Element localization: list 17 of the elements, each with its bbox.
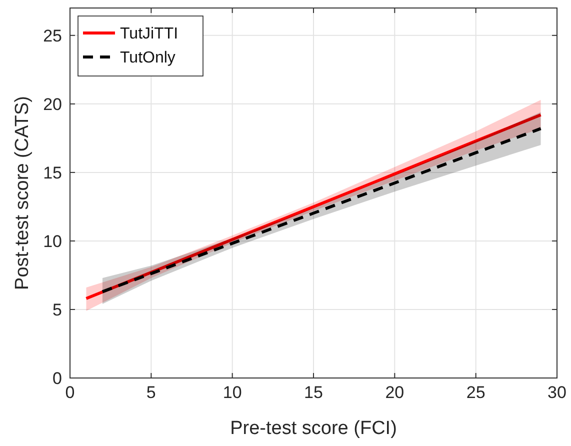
- legend-label: TutJiTTI: [120, 26, 178, 43]
- y-tick-label: 15: [43, 163, 62, 182]
- legend-label: TutOnly: [120, 50, 176, 67]
- x-tick-label: 30: [548, 383, 566, 402]
- x-tick-label: 20: [385, 383, 404, 402]
- x-tick-label: 25: [466, 383, 486, 402]
- x-tick-label: 5: [146, 383, 156, 402]
- y-tick-label: 10: [43, 232, 62, 251]
- x-tick-label: 10: [222, 383, 242, 402]
- x-tick-label: 15: [304, 383, 323, 402]
- y-tick-label: 0: [52, 368, 62, 388]
- y-axis-title: Post-test score (CATS): [12, 96, 33, 290]
- y-tick-label: 25: [43, 26, 62, 46]
- y-tick-label: 5: [52, 300, 62, 320]
- x-axis-title: Pre-test score (FCI): [230, 418, 397, 439]
- x-tick-label: 0: [65, 383, 75, 402]
- y-tick-label: 20: [43, 94, 62, 114]
